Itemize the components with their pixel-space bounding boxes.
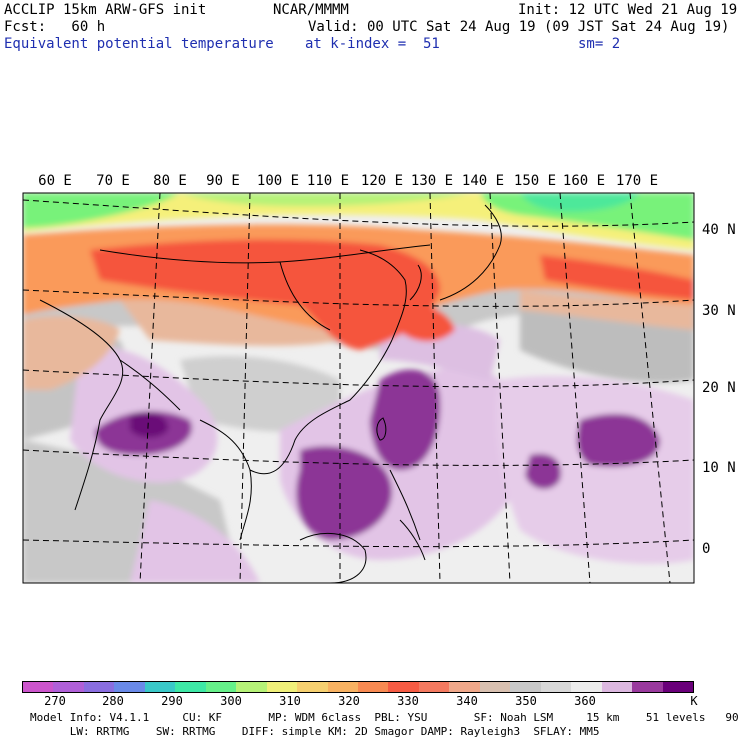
colorbar-swatch — [449, 682, 480, 692]
latitude-line-40n — [23, 199, 694, 227]
coastline-korea-japan — [409, 204, 502, 301]
red-field — [90, 239, 440, 350]
colorbar-label: 310 — [279, 694, 301, 708]
model-info-line2: LW: RRTMG SW: RRTMG DIFF: simple KM: 2D … — [30, 725, 600, 738]
colorbar-swatch — [175, 682, 206, 692]
colorbar-swatch — [388, 682, 419, 692]
longitude-label: 60 E — [38, 173, 72, 189]
green-field — [23, 193, 180, 228]
longitude-label: 160 E — [562, 173, 606, 189]
longitude-label: 90 E — [206, 173, 240, 189]
longitude-line — [489, 193, 511, 583]
longitude-line — [139, 193, 161, 583]
longitude-label: 70 E — [96, 173, 130, 189]
longitude-label: 110 E — [306, 173, 350, 189]
cyan-green-field — [520, 193, 640, 212]
colorbar-label: 300 — [220, 694, 242, 708]
deep-purple-core — [370, 369, 441, 470]
organization-label: NCAR/MMMM — [273, 2, 349, 18]
longitude-line — [559, 193, 591, 583]
field-name: Equivalent potential temperature — [4, 36, 274, 52]
forecast-hour: Fcst: 60 h — [4, 19, 106, 35]
purple-field — [130, 500, 260, 583]
colorbar-label: 320 — [338, 694, 360, 708]
darkest-purple-core — [130, 412, 169, 438]
latitude-line-10n — [23, 449, 694, 466]
red-field — [540, 255, 694, 300]
latitude-label: 0 — [702, 541, 711, 557]
longitude-label: 80 E — [153, 173, 187, 189]
light-green-field — [180, 193, 470, 207]
green-field — [480, 193, 694, 240]
colorbar-label: 340 — [456, 694, 478, 708]
coastline-taiwan — [376, 417, 387, 441]
colorbar-swatch — [327, 682, 358, 692]
tan-field — [520, 290, 694, 330]
smoothing-label: sm= 2 — [578, 36, 621, 52]
country-borders — [99, 244, 431, 331]
longitude-label: 150 E — [513, 173, 557, 189]
colorbar-label: 350 — [515, 694, 537, 708]
deep-purple-core — [577, 414, 660, 467]
colorbar-swatch — [297, 682, 328, 692]
colorbar — [22, 681, 694, 693]
latitude-line-30n — [23, 289, 694, 307]
colorbar-swatch — [53, 682, 84, 692]
colorbar-swatch — [266, 682, 298, 692]
colorbar-swatch — [662, 682, 693, 692]
latitude-line-20n — [23, 369, 694, 388]
colorbar-label: 330 — [397, 694, 419, 708]
red-field — [395, 300, 455, 342]
coastline-borneo — [299, 532, 367, 583]
tan-field — [120, 297, 340, 346]
deep-purple-core — [296, 446, 392, 540]
colorbar-swatch — [418, 682, 450, 692]
colorbar-label: 270 — [44, 694, 66, 708]
colorbar-swatch — [479, 682, 511, 692]
colorbar-label: K — [690, 694, 698, 708]
colorbar-swatch — [236, 682, 267, 692]
deep-purple-core — [525, 453, 561, 490]
colorbar-swatch — [601, 682, 633, 692]
colorbar-swatch — [571, 682, 602, 692]
longitude-label: 130 E — [410, 173, 454, 189]
coastline-southeast-asia — [199, 339, 393, 541]
latitude-label: 40 N — [702, 222, 736, 238]
colorbar-label: 360 — [574, 694, 596, 708]
model-title: ACCLIP 15km ARW-GFS init — [4, 2, 207, 18]
colorbar-swatch — [540, 682, 572, 692]
colorbar-swatch — [205, 682, 237, 692]
longitude-label: 100 E — [256, 173, 300, 189]
latitude-label: 10 N — [702, 460, 736, 476]
coastline-china — [359, 249, 407, 341]
colorbar-swatch — [144, 682, 176, 692]
valid-time: Valid: 00 UTC Sat 24 Aug 19 (09 JST Sat … — [308, 19, 730, 35]
longitude-line — [239, 193, 251, 583]
longitude-label: 120 E — [360, 173, 404, 189]
colorbar-swatch — [632, 682, 663, 692]
model-info-line1: Model Info: V4.1.1 CU: KF MP: WDM 6class… — [30, 711, 740, 724]
colorbar-label: 280 — [102, 694, 124, 708]
latitude-line-0 — [23, 539, 694, 548]
longitude-label: 170 E — [615, 173, 659, 189]
coastline-philippines — [389, 469, 426, 561]
init-time: Init: 12 UTC Wed 21 Aug 19 — [518, 2, 738, 18]
longitude-line — [429, 193, 441, 583]
longitude-line — [629, 193, 671, 583]
level-index: at k-index = 51 — [305, 36, 440, 52]
colorbar-swatch — [114, 682, 145, 692]
latitude-label: 30 N — [702, 303, 736, 319]
gray-field — [180, 356, 340, 432]
colorbar-swatch — [23, 682, 54, 692]
latitude-label: 20 N — [702, 380, 736, 396]
longitude-label: 140 E — [461, 173, 505, 189]
coastline-india — [39, 299, 181, 511]
colorbar-swatch — [83, 682, 115, 692]
colorbar-swatch — [357, 682, 389, 692]
colorbar-label: 290 — [161, 694, 183, 708]
colorbar-swatch — [510, 682, 541, 692]
map-frame — [22, 192, 695, 584]
